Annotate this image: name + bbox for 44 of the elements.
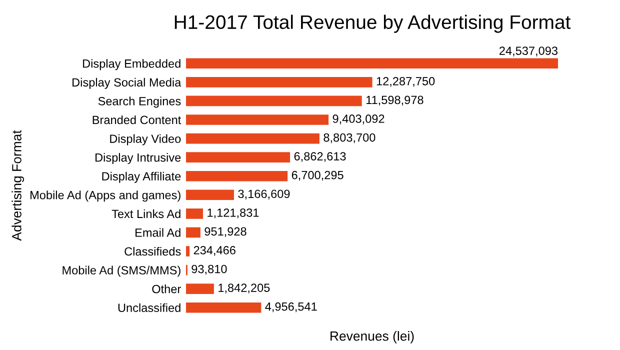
bar bbox=[186, 152, 290, 162]
y-tick-label: Display Embedded bbox=[83, 59, 180, 70]
y-tick-label: Email Ad bbox=[136, 228, 180, 237]
chart-title: H1-2017 Total Revenue by Advertising Format bbox=[174, 14, 571, 33]
bar bbox=[186, 58, 558, 69]
data-label: 1,842,205 bbox=[218, 284, 270, 294]
y-tick-label: Mobile Ad (Apps and games) bbox=[30, 190, 180, 202]
y-tick-label: Classifieds bbox=[124, 246, 181, 256]
y-tick-label: Mobile Ad (SMS/MMS) bbox=[62, 266, 180, 277]
y-axis-title: Advertising Format bbox=[12, 130, 24, 241]
data-label: 93,810 bbox=[192, 264, 227, 275]
data-label: 11,598,978 bbox=[366, 96, 424, 106]
data-label: 951,928 bbox=[204, 227, 246, 238]
bar bbox=[186, 190, 234, 200]
data-label: 6,862,613 bbox=[294, 152, 346, 162]
data-label: 234,466 bbox=[194, 246, 236, 256]
data-label: 3,166,609 bbox=[238, 190, 290, 200]
bar bbox=[186, 246, 190, 256]
data-label: 24,537,093 bbox=[500, 46, 558, 56]
bar bbox=[186, 208, 204, 219]
x-axis-title: Revenues (lei) bbox=[330, 331, 414, 344]
data-label: 6,700,295 bbox=[292, 170, 344, 181]
data-label: 12,287,750 bbox=[376, 76, 435, 87]
bar bbox=[186, 133, 320, 144]
data-label: 8,803,700 bbox=[324, 133, 376, 144]
y-tick-label: Display Affiliate bbox=[102, 172, 181, 183]
y-tick-label: Text Links Ad bbox=[112, 209, 180, 218]
data-label: 1,121,831 bbox=[208, 208, 259, 218]
bar bbox=[186, 170, 288, 182]
y-tick-label: Display Social Media bbox=[72, 78, 182, 89]
bar bbox=[186, 96, 362, 106]
bar bbox=[186, 77, 372, 88]
y-tick-label: Display Intrusive bbox=[96, 153, 181, 164]
bar bbox=[186, 284, 214, 294]
y-tick-label: Other bbox=[152, 284, 181, 294]
bar bbox=[186, 302, 262, 313]
y-tick-label: Display Video bbox=[110, 134, 181, 146]
y-tick-label: Branded Content bbox=[92, 115, 182, 124]
y-tick-label: Search Engines bbox=[98, 96, 181, 108]
bar bbox=[186, 114, 329, 125]
bar bbox=[186, 227, 200, 238]
y-tick-label: Unclassified bbox=[118, 303, 180, 312]
data-label: 9,403,092 bbox=[332, 114, 384, 124]
data-label: 4,956,541 bbox=[265, 302, 317, 312]
